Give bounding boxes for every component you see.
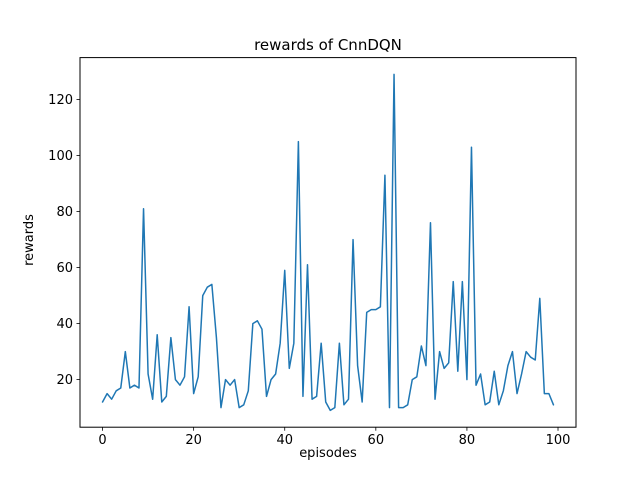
x-tick-label: 80 [459,433,476,448]
y-tick-label: 60 [56,261,73,276]
y-tick-label: 80 [56,205,73,220]
y-tick-label: 100 [48,149,73,164]
y-tick-label: 120 [48,93,73,108]
x-axis-label: episodes [299,446,357,461]
chart-title: rewards of CnnDQN [254,36,402,54]
y-tick-label: 40 [56,317,73,332]
axes-spines [79,57,577,428]
x-tick-label: 40 [276,433,293,448]
x-tick-label: 20 [185,433,202,448]
rewards-line-series [101,73,555,412]
y-tick-label: 20 [56,373,73,388]
x-tick-label: 100 [546,433,571,448]
x-tick-label: 60 [368,433,385,448]
x-tick-label: 0 [98,433,106,448]
